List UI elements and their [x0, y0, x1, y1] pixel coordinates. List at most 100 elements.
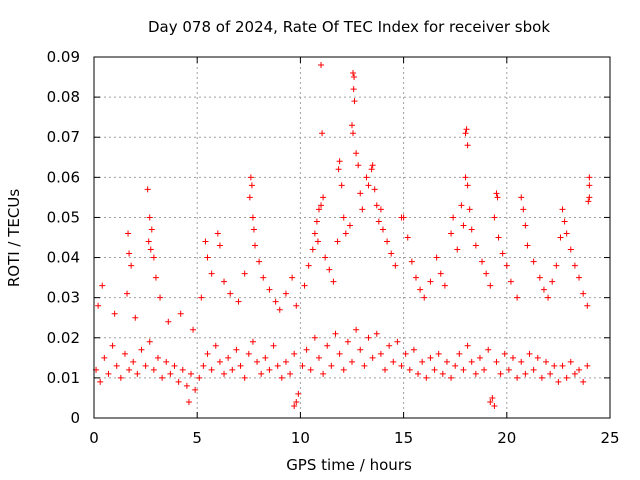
- x-tick-label: 10: [291, 429, 310, 447]
- data-point: [489, 394, 496, 401]
- data-point: [448, 374, 455, 381]
- data-point: [319, 130, 326, 137]
- data-point: [363, 174, 370, 181]
- data-point: [208, 366, 215, 373]
- data-point: [479, 258, 486, 265]
- data-point: [514, 294, 521, 301]
- data-point: [454, 246, 461, 253]
- y-tick-label: 0.01: [47, 369, 80, 387]
- data-point: [144, 186, 151, 193]
- data-point: [468, 226, 475, 233]
- x-tick-labels: 0 5 10 15 20 25: [89, 429, 619, 447]
- data-point: [340, 214, 347, 221]
- data-point: [303, 346, 310, 353]
- data-point: [551, 362, 558, 369]
- data-points: [93, 62, 593, 409]
- data-point: [167, 370, 174, 377]
- chart-title: Day 078 of 2024, Rate Of TEC Index for r…: [148, 18, 550, 36]
- data-point: [412, 274, 419, 281]
- data-point: [299, 362, 306, 369]
- data-point: [406, 366, 413, 373]
- data-point: [450, 214, 457, 221]
- data-point: [361, 362, 368, 369]
- data-point: [249, 338, 256, 345]
- data-point: [365, 182, 372, 189]
- data-point: [553, 262, 560, 269]
- data-point: [580, 290, 587, 297]
- data-point: [241, 374, 248, 381]
- data-point: [563, 230, 570, 237]
- data-point: [415, 370, 422, 377]
- data-point: [322, 254, 329, 261]
- data-point: [179, 366, 186, 373]
- data-point: [330, 278, 337, 285]
- data-point: [448, 230, 455, 237]
- data-point: [247, 174, 254, 181]
- data-point: [503, 262, 510, 269]
- data-point: [509, 354, 516, 361]
- data-point: [458, 202, 465, 209]
- data-point: [417, 286, 424, 293]
- data-point: [276, 306, 283, 313]
- data-point: [150, 366, 157, 373]
- x-tick-label: 5: [192, 429, 202, 447]
- data-point: [314, 238, 321, 245]
- data-point: [384, 238, 391, 245]
- data-point: [549, 278, 556, 285]
- data-point: [248, 182, 255, 189]
- data-point: [499, 250, 506, 257]
- gridlines: [94, 57, 610, 418]
- plot-frame: [93, 56, 611, 419]
- data-point: [557, 234, 564, 241]
- data-point: [584, 302, 591, 309]
- data-point: [559, 362, 566, 369]
- data-point: [433, 254, 440, 261]
- data-point: [355, 162, 362, 169]
- data-point: [388, 250, 395, 257]
- data-point: [514, 374, 521, 381]
- data-point: [543, 358, 550, 365]
- data-point: [227, 290, 234, 297]
- data-point: [320, 370, 327, 377]
- data-point: [580, 378, 587, 385]
- data-point: [501, 350, 508, 357]
- data-point: [99, 282, 106, 289]
- data-point: [373, 202, 380, 209]
- data-point: [390, 358, 397, 365]
- data-point: [313, 218, 320, 225]
- data-point: [318, 62, 325, 69]
- data-point: [524, 242, 531, 249]
- data-point: [464, 182, 471, 189]
- data-point: [266, 366, 273, 373]
- data-point: [561, 218, 568, 225]
- data-point: [216, 358, 223, 365]
- data-point: [368, 166, 375, 173]
- data-point: [154, 354, 161, 361]
- data-point: [410, 346, 417, 353]
- data-point: [101, 354, 108, 361]
- data-point: [117, 374, 124, 381]
- data-point: [295, 390, 302, 397]
- data-point: [260, 274, 267, 281]
- data-point: [159, 374, 166, 381]
- data-point: [241, 270, 248, 277]
- data-point: [324, 342, 331, 349]
- data-point: [318, 202, 325, 209]
- data-point: [221, 278, 228, 285]
- data-point: [309, 246, 316, 253]
- data-point: [443, 358, 450, 365]
- data-point: [505, 366, 512, 373]
- data-point: [481, 366, 488, 373]
- x-tick-label: 0: [89, 429, 99, 447]
- data-point: [350, 86, 357, 93]
- data-point: [567, 246, 574, 253]
- data-point: [146, 214, 153, 221]
- data-point: [497, 370, 504, 377]
- data-point: [392, 262, 399, 269]
- data-point: [487, 398, 494, 405]
- data-point: [229, 366, 236, 373]
- data-point: [494, 194, 501, 201]
- data-point: [377, 350, 384, 357]
- data-point: [462, 130, 469, 137]
- y-tick-label: 0.07: [47, 128, 80, 146]
